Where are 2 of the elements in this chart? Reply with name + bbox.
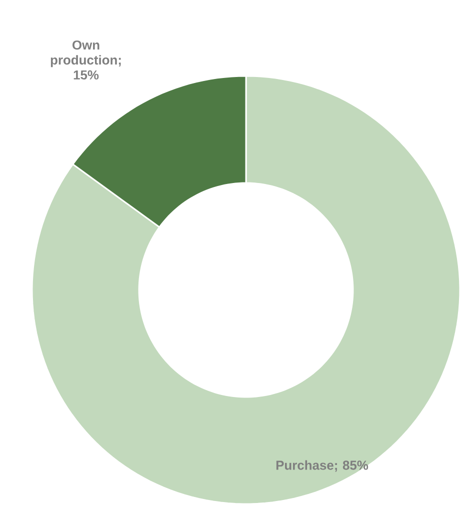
data-label: Purchase; 85%	[276, 460, 368, 472]
data-label: Own production; 15%	[50, 40, 121, 80]
